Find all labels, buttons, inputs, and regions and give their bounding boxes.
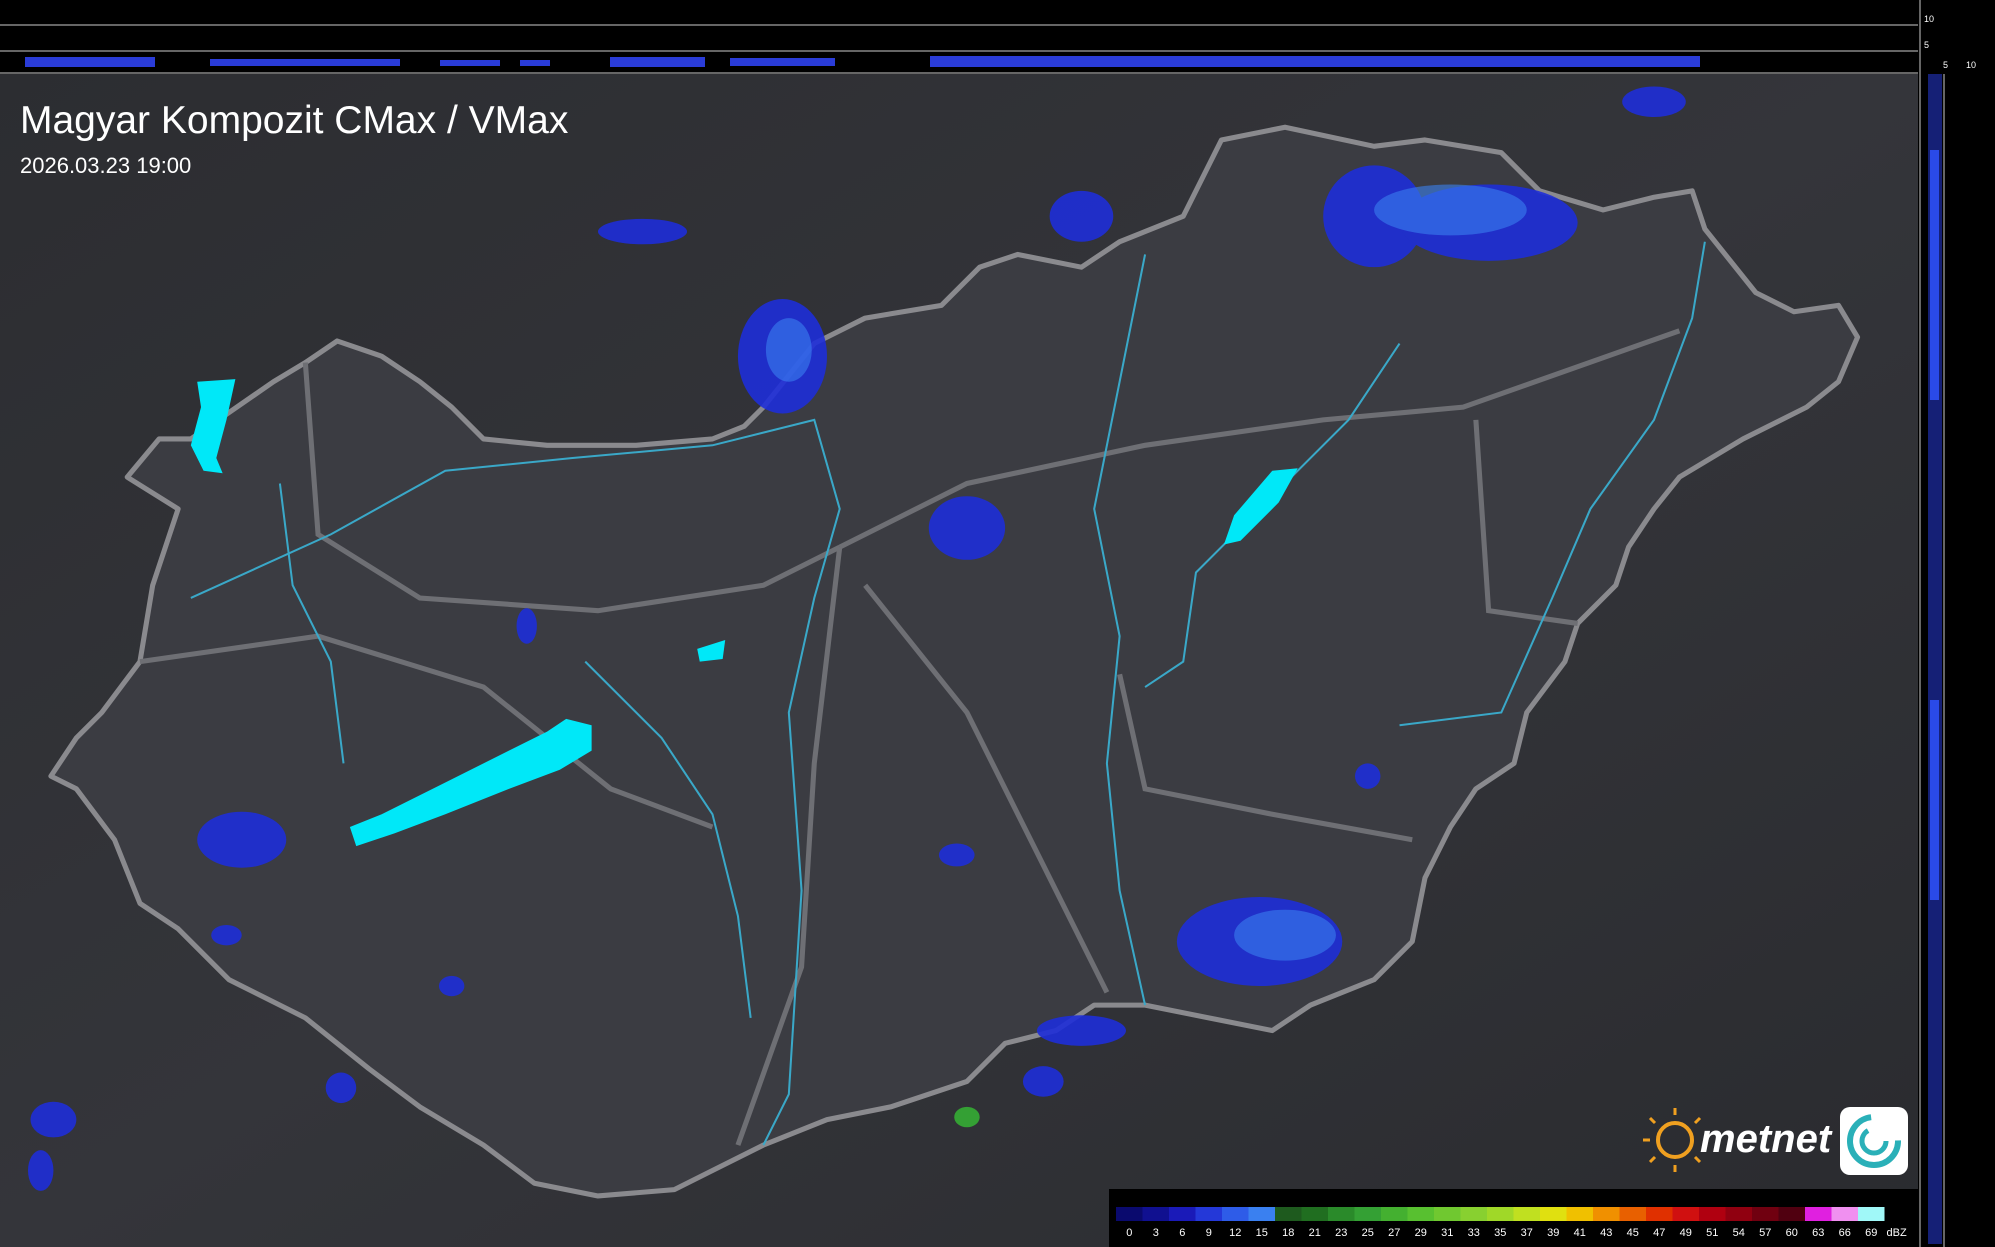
legend-swatch bbox=[1725, 1207, 1752, 1221]
legend-swatch bbox=[1195, 1207, 1222, 1221]
strip-echoes bbox=[1930, 150, 1939, 400]
legend-swatch bbox=[1407, 1207, 1434, 1221]
strip-tick-label: 5 bbox=[1943, 60, 1948, 70]
legend-swatch bbox=[1593, 1207, 1620, 1221]
legend-label: 27 bbox=[1388, 1227, 1400, 1239]
legend-swatch bbox=[1858, 1207, 1885, 1221]
legend-label: 47 bbox=[1653, 1227, 1665, 1239]
radar-echoes bbox=[765, 184, 1527, 961]
legend-label: 39 bbox=[1547, 1227, 1559, 1239]
legend-swatch bbox=[1831, 1207, 1858, 1221]
legend-label: 35 bbox=[1494, 1227, 1506, 1239]
logo-text: metnet bbox=[1700, 1117, 1833, 1161]
legend-unit: dBZ bbox=[1887, 1227, 1907, 1239]
legend-label: 57 bbox=[1759, 1227, 1771, 1239]
legend-label: 31 bbox=[1441, 1227, 1453, 1239]
county-borders bbox=[139, 328, 1681, 1146]
strip-tick-label: 10 bbox=[1966, 60, 1976, 70]
legend-swatch bbox=[1248, 1207, 1275, 1221]
legend-swatch bbox=[1169, 1207, 1196, 1221]
legend-label: 41 bbox=[1574, 1227, 1586, 1239]
legend-swatch bbox=[1354, 1207, 1381, 1221]
legend-swatch bbox=[1566, 1207, 1593, 1221]
legend-label: 45 bbox=[1627, 1227, 1639, 1239]
legend-swatch bbox=[1275, 1207, 1302, 1221]
legend-swatch bbox=[1116, 1207, 1143, 1221]
legend-label: 3 bbox=[1153, 1227, 1159, 1239]
map-timestamp: 2026.03.23 19:00 bbox=[20, 153, 191, 178]
legend-swatch bbox=[1222, 1207, 1249, 1221]
legend-label: 43 bbox=[1600, 1227, 1612, 1239]
legend-label: 60 bbox=[1786, 1227, 1798, 1239]
legend-swatch bbox=[1142, 1207, 1169, 1221]
legend-label: 37 bbox=[1521, 1227, 1533, 1239]
legend-label: 12 bbox=[1229, 1227, 1241, 1239]
legend-swatch bbox=[1301, 1207, 1328, 1221]
legend-label: 18 bbox=[1282, 1227, 1294, 1239]
legend-swatch bbox=[1540, 1207, 1567, 1221]
legend-swatch bbox=[1513, 1207, 1540, 1221]
lakes bbox=[190, 379, 1298, 847]
legend-label: 49 bbox=[1680, 1227, 1692, 1239]
legend-swatch bbox=[1381, 1207, 1408, 1221]
legend-swatch bbox=[1672, 1207, 1699, 1221]
strip-tick-label: 10 bbox=[1924, 14, 1934, 24]
legend-swatch bbox=[1460, 1207, 1487, 1221]
legend-swatch bbox=[1699, 1207, 1726, 1221]
legend-label: 0 bbox=[1126, 1227, 1132, 1239]
legend-label: 51 bbox=[1706, 1227, 1718, 1239]
legend: 0 3 6 9 12 15 18 21 23 25 27 29 31 33 35 37 39 41 43 45 47 49… bbox=[1116, 1207, 1907, 1239]
legend-label: 21 bbox=[1309, 1227, 1321, 1239]
strip-tick-label: 5 bbox=[1924, 40, 1929, 50]
legend-label: 69 bbox=[1865, 1227, 1877, 1239]
legend-label: 6 bbox=[1179, 1227, 1185, 1239]
legend-label: 33 bbox=[1468, 1227, 1480, 1239]
map-layer bbox=[27, 86, 1861, 1199]
legend-swatch bbox=[1434, 1207, 1461, 1221]
legend-swatch bbox=[1778, 1207, 1805, 1221]
legend-label: 29 bbox=[1415, 1227, 1427, 1239]
legend-label: 54 bbox=[1733, 1227, 1745, 1239]
legend-label: 15 bbox=[1256, 1227, 1268, 1239]
legend-label: 25 bbox=[1362, 1227, 1374, 1239]
strip-echoes bbox=[25, 56, 1700, 67]
legend-label: 9 bbox=[1206, 1227, 1212, 1239]
legend-swatch bbox=[1646, 1207, 1673, 1221]
legend-swatch bbox=[1487, 1207, 1514, 1221]
legend-swatch bbox=[1328, 1207, 1355, 1221]
legend-label: 63 bbox=[1812, 1227, 1824, 1239]
radar-echo bbox=[954, 1106, 980, 1128]
legend-swatch bbox=[1752, 1207, 1779, 1221]
logo: metnet bbox=[1643, 1107, 1908, 1175]
legend-label: 23 bbox=[1335, 1227, 1347, 1239]
rivers bbox=[190, 241, 1706, 1146]
legend-swatch bbox=[1619, 1207, 1646, 1221]
strip-echoes bbox=[1930, 700, 1939, 900]
legend-label: 66 bbox=[1839, 1227, 1851, 1239]
map-title: Magyar Kompozit CMax / VMax bbox=[20, 99, 569, 142]
legend-swatch bbox=[1805, 1207, 1832, 1221]
